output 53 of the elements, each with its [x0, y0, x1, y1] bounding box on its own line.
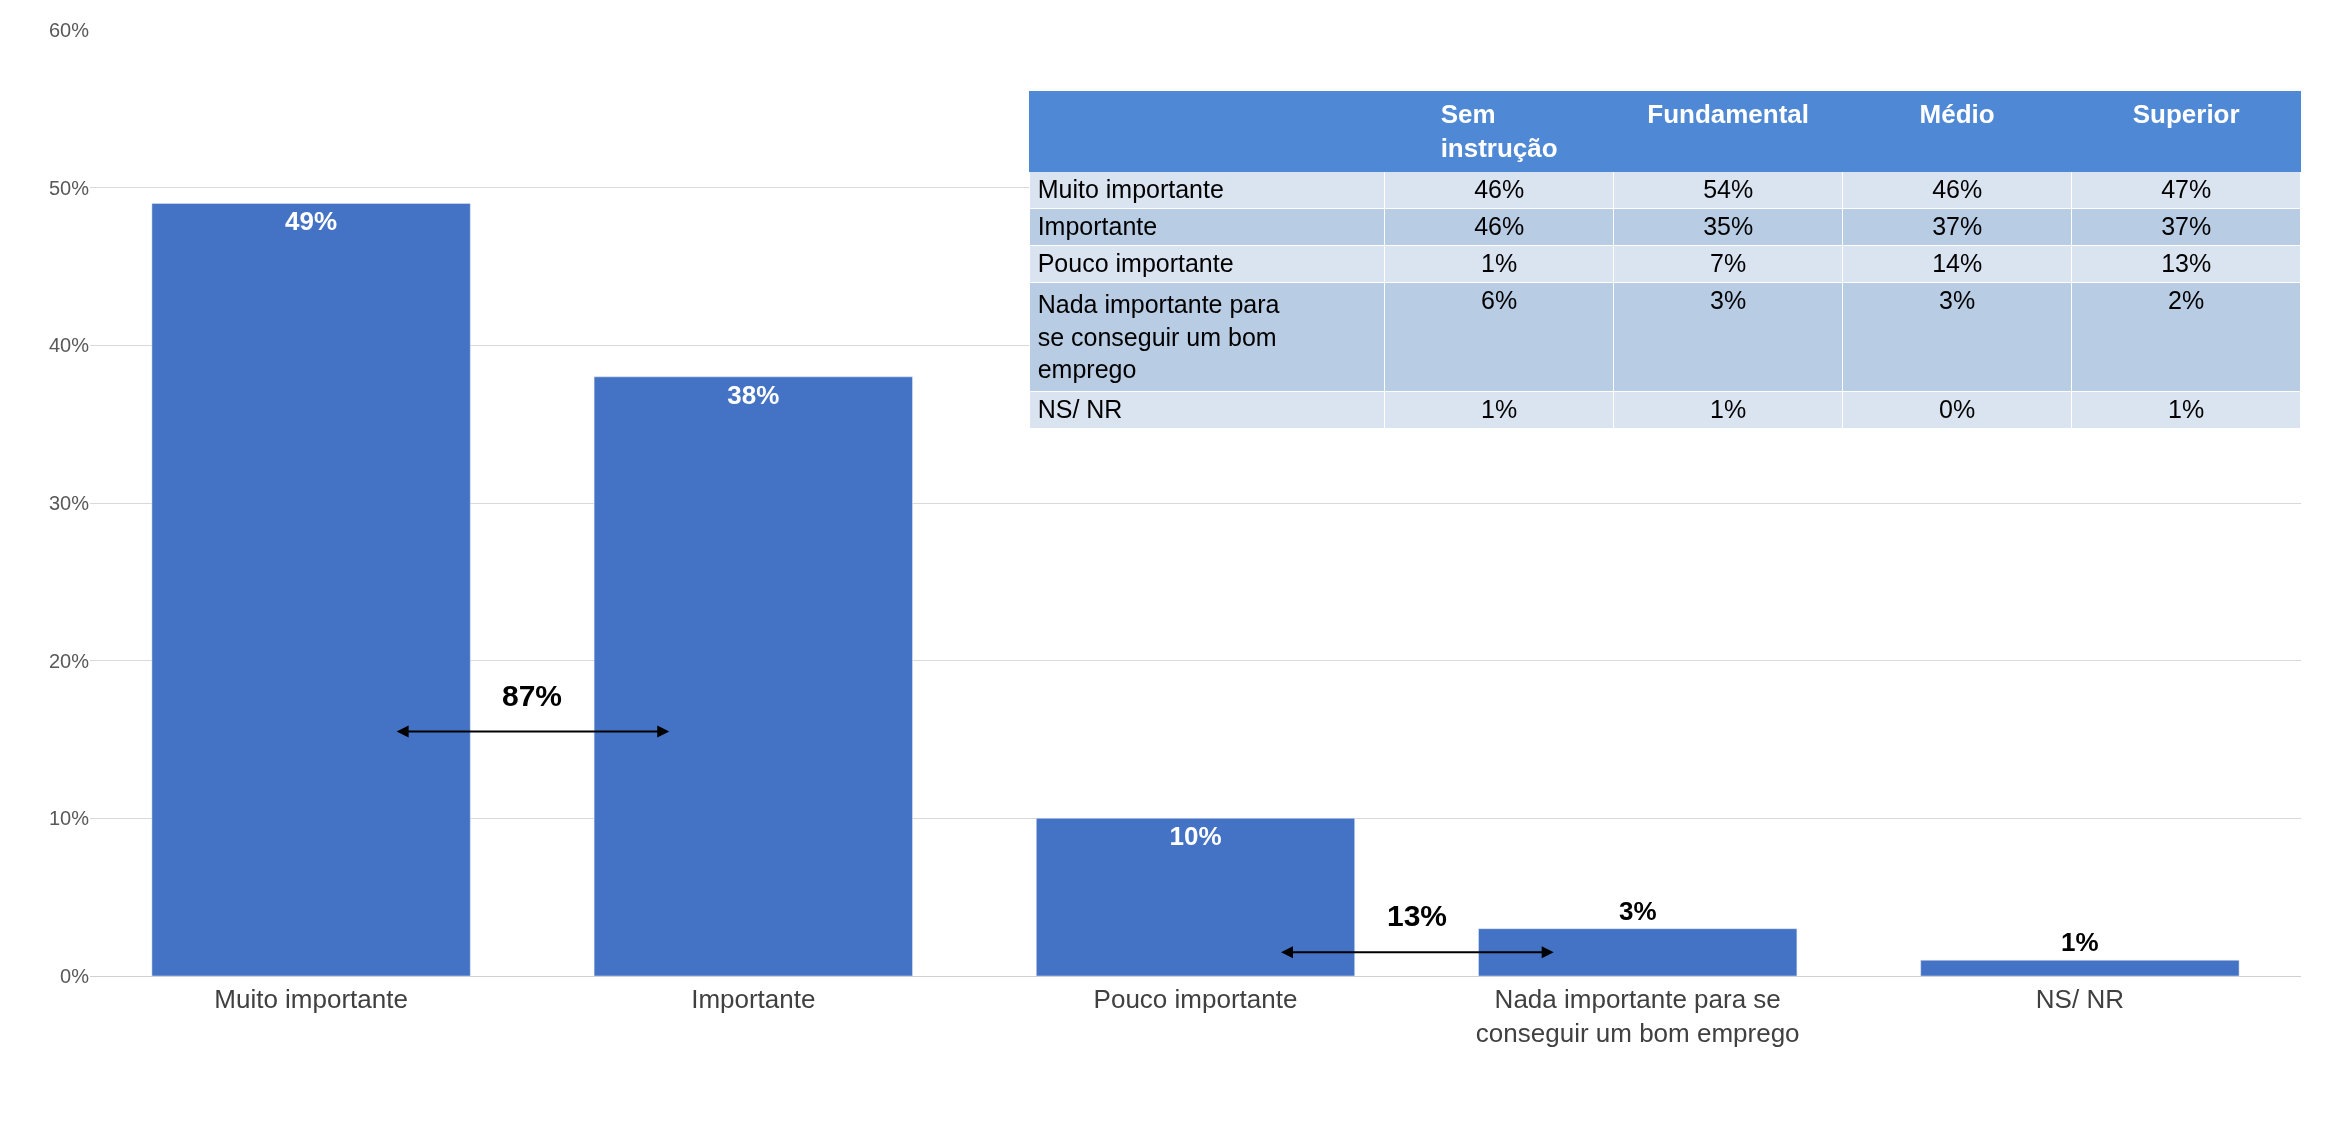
category-label: Sem instrução	[1440, 99, 1558, 164]
x-tick-label: Importante	[691, 984, 816, 1015]
text: 35%	[1703, 212, 1754, 241]
category-label: Nada importante para se conseguir um bom emprego	[1037, 290, 1280, 384]
text: 37%	[1932, 212, 1983, 241]
data-label: 3%	[1618, 895, 1657, 926]
x-tick-label: NS/ NR	[2035, 984, 2124, 1015]
text: 14%	[1932, 249, 1983, 278]
data-label: 38%	[727, 379, 780, 410]
y-tick-label: 0%	[60, 965, 90, 987]
text: 1%	[2168, 395, 2205, 424]
bar	[151, 203, 471, 976]
text: 54%	[1703, 175, 1754, 204]
text: 46%	[1932, 175, 1983, 204]
text: 2%	[2168, 286, 2205, 315]
text: 13%	[2161, 249, 2212, 278]
text: 37%	[2161, 212, 2212, 241]
text: 0%	[1939, 395, 1976, 424]
y-tick-label: 10%	[48, 807, 90, 830]
x-tick-label: Pouco importante	[1093, 984, 1298, 1015]
text: 3%	[1710, 286, 1747, 315]
y-tick-label: 50%	[48, 176, 90, 199]
annotation: 87%	[502, 679, 563, 712]
category-label: Superior	[2132, 99, 2240, 130]
text: 1%	[1481, 395, 1518, 424]
bar	[593, 376, 913, 976]
bar	[1920, 959, 2240, 976]
text: 6%	[1481, 286, 1518, 315]
y-tick-label: 40%	[48, 334, 90, 357]
category-label: Pouco importante	[1037, 249, 1234, 278]
text: 7%	[1710, 249, 1747, 278]
category-label: Fundamental	[1647, 99, 1810, 130]
bar	[1036, 818, 1355, 976]
text: 1%	[1481, 249, 1518, 278]
category-label: NS/ NR	[1037, 395, 1123, 424]
annotation: 13%	[1387, 899, 1448, 932]
text: 46%	[1474, 175, 1525, 204]
text: 47%	[2161, 175, 2212, 204]
x-tick-label: Nada importante para se conseguir um bom emprego	[1475, 984, 1800, 1048]
y-tick-label: 30%	[48, 492, 90, 514]
data-label: 1%	[2061, 927, 2099, 958]
data-label: 49%	[285, 206, 338, 237]
y-tick-label: 60%	[48, 19, 90, 41]
category-label: Importante	[1037, 212, 1158, 241]
x-tick-label: Muito importante	[214, 984, 408, 1015]
data-label: 10%	[1169, 821, 1222, 852]
y-tick-label: 20%	[48, 649, 90, 672]
text: 3%	[1939, 286, 1976, 315]
text: 46%	[1474, 212, 1525, 241]
text: 1%	[1710, 395, 1747, 424]
category-label: Médio	[1919, 99, 1995, 130]
category-label: Muito importante	[1037, 175, 1224, 204]
bar	[1478, 928, 1798, 976]
